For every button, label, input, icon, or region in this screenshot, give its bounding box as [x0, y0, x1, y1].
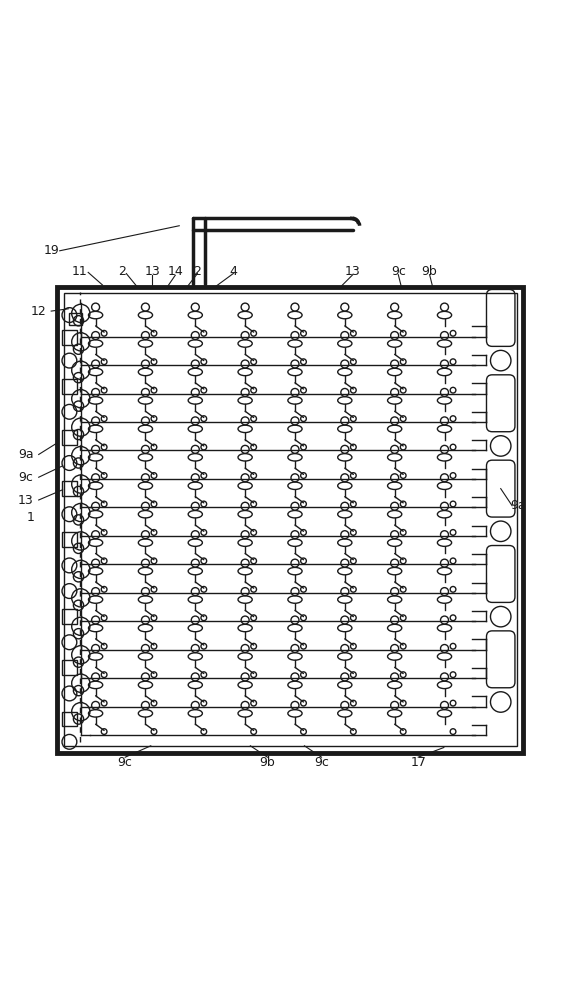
- Text: 9c: 9c: [314, 756, 329, 769]
- Bar: [62, 330, 77, 345]
- Bar: [62, 430, 77, 445]
- Bar: [62, 532, 77, 547]
- Text: 9c: 9c: [18, 471, 33, 484]
- Text: 9a: 9a: [18, 448, 34, 461]
- Text: 9b: 9b: [259, 756, 275, 769]
- Text: 9b: 9b: [422, 265, 438, 278]
- Bar: [62, 609, 77, 624]
- Bar: [62, 481, 77, 496]
- Text: 13: 13: [145, 265, 160, 278]
- Text: 13: 13: [345, 265, 361, 278]
- Bar: [62, 712, 77, 726]
- Text: 9c: 9c: [118, 756, 133, 769]
- Text: 17: 17: [410, 756, 426, 769]
- Text: 13: 13: [18, 493, 34, 506]
- Text: 1: 1: [26, 511, 34, 524]
- Text: 2: 2: [193, 265, 201, 278]
- Text: 14: 14: [167, 265, 183, 278]
- Text: 2: 2: [118, 265, 126, 278]
- Bar: [62, 660, 77, 675]
- Bar: [62, 379, 77, 394]
- Text: 19: 19: [43, 244, 59, 257]
- Bar: [57, 287, 523, 753]
- Text: 9a: 9a: [510, 499, 526, 512]
- Text: 9c: 9c: [391, 265, 406, 278]
- Bar: [64, 293, 517, 746]
- Text: 4: 4: [229, 265, 237, 278]
- Bar: [69, 313, 82, 325]
- Text: 12: 12: [31, 305, 47, 318]
- Text: 11: 11: [72, 265, 88, 278]
